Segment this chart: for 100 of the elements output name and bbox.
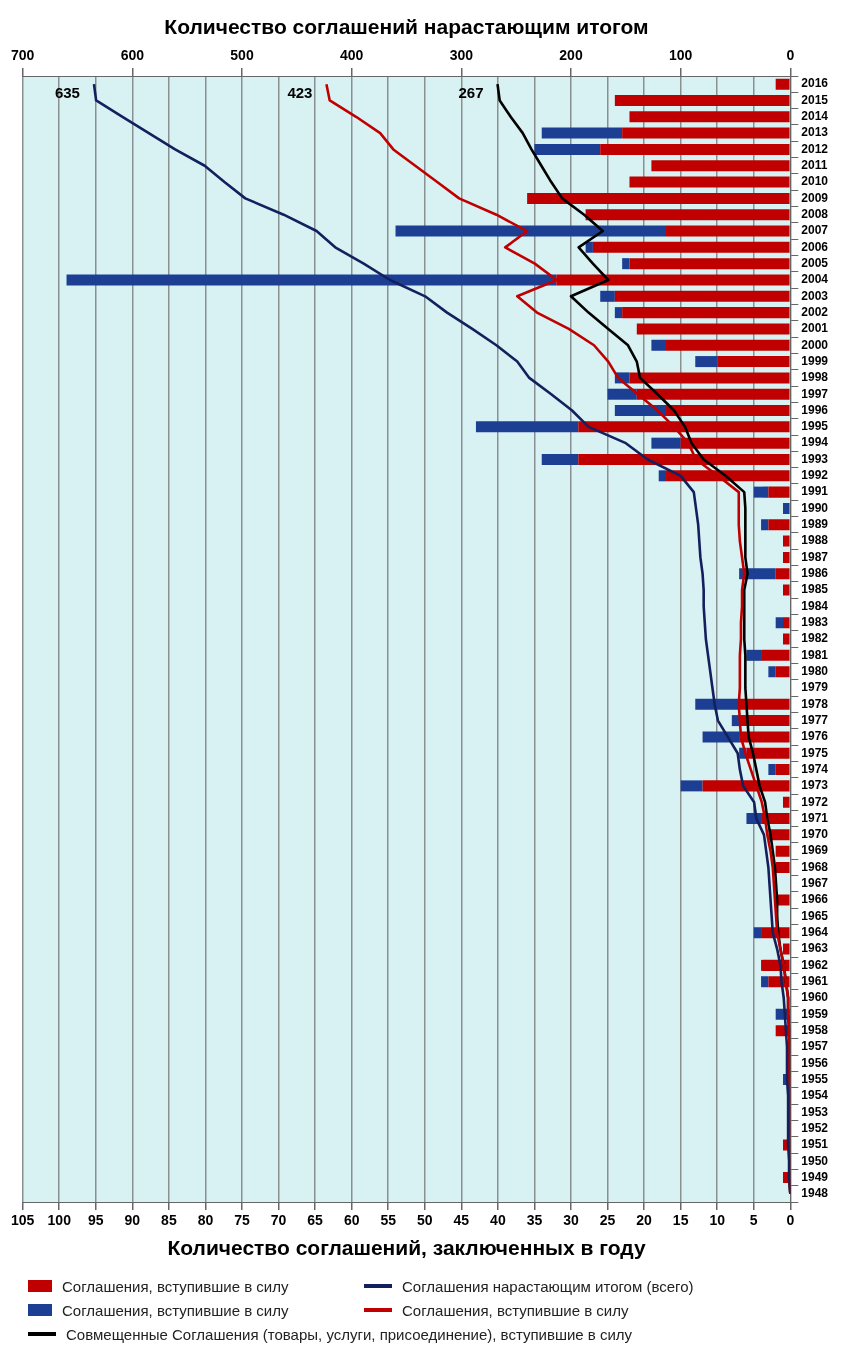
x2-tick-label: 300: [449, 47, 474, 64]
y-tick-label: 2013: [801, 125, 829, 140]
y-tick-label: 1966: [801, 892, 829, 907]
bar: [622, 127, 790, 139]
bar: [782, 535, 790, 547]
bar: [775, 764, 790, 776]
bar: [585, 209, 790, 221]
y-tick-label: 1948: [801, 1186, 829, 1201]
x-tick-label: 10: [709, 1212, 726, 1229]
y-tick-label: 2002: [801, 304, 829, 319]
bar: [622, 307, 790, 319]
bar: [622, 258, 630, 270]
y-tick-label: 1958: [801, 1022, 829, 1037]
x-tick-label: 25: [599, 1212, 616, 1229]
bar: [607, 388, 637, 400]
bar: [768, 666, 776, 678]
x2-tick-label: 0: [786, 47, 795, 64]
y-tick-label: 1990: [801, 500, 829, 515]
bar: [753, 927, 762, 939]
y-tick-label: 1968: [801, 859, 829, 874]
bar: [768, 519, 790, 531]
y-tick-label: 1964: [801, 925, 829, 940]
y-tick-label: 1974: [801, 761, 829, 776]
x-tick-label: 65: [307, 1212, 324, 1229]
bar: [746, 649, 762, 661]
bar: [629, 258, 790, 270]
y-tick-label: 1967: [801, 876, 829, 891]
legend-label: Соглашения, вступившие в силу: [402, 1301, 629, 1319]
y-tick-label: 1961: [801, 974, 829, 989]
y-tick-label: 1962: [801, 957, 829, 972]
y-tick-label: 1986: [801, 566, 829, 581]
data-label: 423: [287, 83, 313, 101]
y-tick-label: 1976: [801, 729, 829, 744]
x-axis-title: Количество соглашений, заключенных в году: [167, 1236, 646, 1260]
bar: [702, 731, 740, 743]
y-tick-label: 1998: [801, 370, 829, 385]
y-tick-label: 1987: [801, 549, 829, 564]
legend-label: Совмещенные Соглашения (товары, услуги, присоединение), вступившие в силу: [66, 1325, 633, 1343]
y-tick-label: 1957: [801, 1039, 829, 1054]
y-tick-label: 1996: [801, 402, 829, 417]
y-tick-label: 2000: [801, 337, 829, 352]
y-tick-label: 1997: [801, 386, 829, 401]
y-tick-label: 1954: [801, 1088, 829, 1103]
x-tick-label: 95: [88, 1212, 104, 1229]
y-tick-label: 1981: [801, 647, 829, 662]
y-tick-label: 1952: [801, 1120, 829, 1135]
bar: [761, 519, 769, 531]
y-tick-label: 2003: [801, 288, 829, 303]
bar: [717, 356, 790, 368]
data-label: 267: [458, 83, 484, 101]
y-tick-label: 1960: [801, 990, 829, 1005]
bar: [66, 274, 557, 286]
y-tick-label: 1977: [801, 712, 829, 727]
y-tick-label: 2005: [801, 255, 829, 270]
y-tick-label: 1980: [801, 663, 829, 678]
y-tick-label: 1978: [801, 696, 829, 711]
x-tick-label: 50: [416, 1212, 433, 1229]
bar: [768, 764, 776, 776]
y-tick-label: 1993: [801, 451, 829, 466]
y-tick-label: 1953: [801, 1104, 829, 1119]
y-tick-label: 1979: [801, 680, 829, 695]
y-tick-label: 1994: [801, 435, 829, 450]
bar: [600, 143, 790, 155]
y-tick-label: 1992: [801, 468, 829, 483]
y-tick-label: 1988: [801, 533, 829, 548]
y-tick-label: 1951: [801, 1137, 829, 1152]
y-tick-label: 1991: [801, 484, 829, 499]
y-tick-label: 1972: [801, 794, 829, 809]
x-tick-label: 55: [380, 1212, 397, 1229]
data-label: 635: [54, 83, 80, 101]
x2-tick-label: 500: [230, 47, 254, 64]
bar: [629, 176, 790, 188]
bar: [592, 241, 790, 253]
bar: [614, 307, 623, 319]
x2-tick-label: 700: [11, 47, 35, 64]
bar: [761, 976, 769, 988]
x2-tick-label: 400: [339, 47, 364, 64]
bar: [775, 617, 783, 629]
bar: [782, 617, 790, 629]
y-tick-label: 1975: [801, 745, 829, 760]
x-tick-label: 0: [786, 1212, 795, 1229]
bar: [775, 568, 790, 580]
bar: [629, 111, 790, 123]
x-tick-label: 5: [749, 1212, 758, 1229]
bar: [680, 780, 703, 792]
y-tick-label: 1985: [801, 582, 829, 597]
y-tick-label: 1963: [801, 941, 829, 956]
y-tick-label: 1955: [801, 1071, 829, 1086]
y-tick-label: 1956: [801, 1055, 829, 1070]
bar: [636, 323, 790, 335]
bar: [541, 127, 623, 139]
x-tick-label: 45: [453, 1212, 470, 1229]
bar: [695, 356, 718, 368]
bar: [782, 633, 790, 645]
x-tick-label: 35: [526, 1212, 543, 1229]
legend-label: Соглашения, вступившие в силу: [62, 1277, 289, 1295]
bar: [585, 241, 593, 253]
bar: [775, 78, 790, 90]
y-tick-label: 1965: [801, 908, 829, 923]
y-tick-label: 1969: [801, 843, 829, 858]
